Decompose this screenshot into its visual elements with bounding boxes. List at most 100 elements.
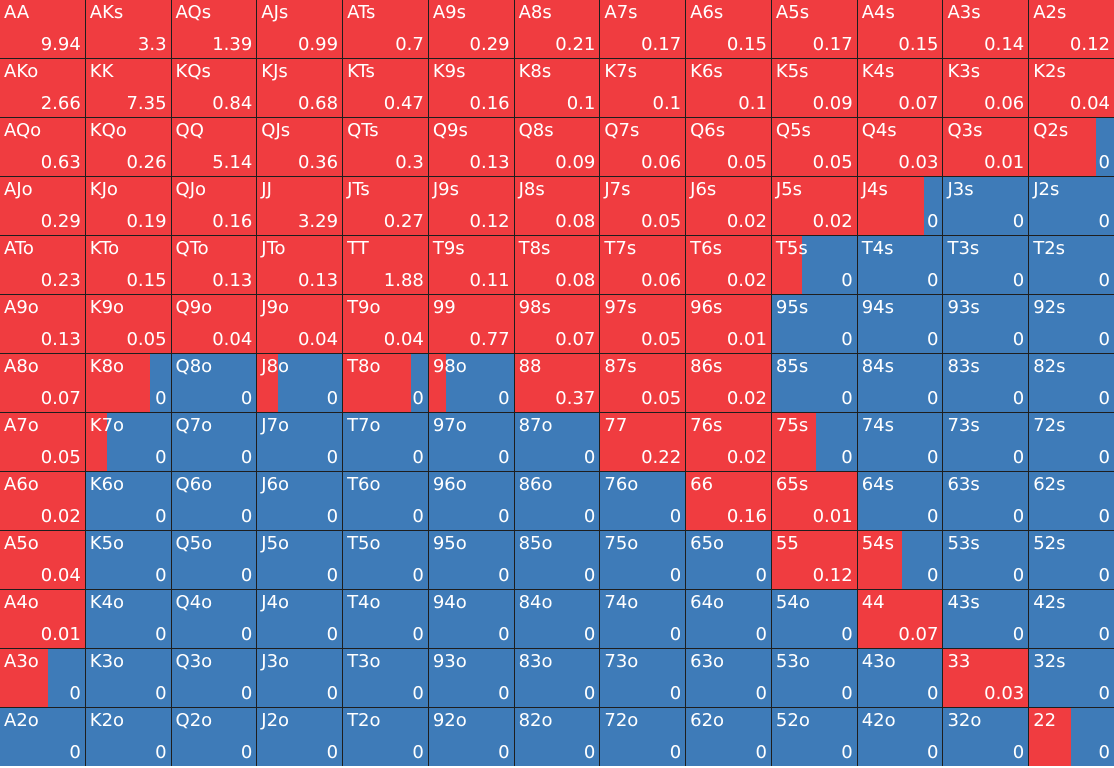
- hand-cell-85s[interactable]: 85s 0: [771, 354, 857, 412]
- hand-cell-j2o[interactable]: J2o 0: [257, 708, 343, 766]
- hand-cell-k8o[interactable]: K8o 0: [85, 354, 171, 412]
- hand-cell-j9s[interactable]: J9s 0.12: [428, 177, 514, 235]
- hand-cell-74s[interactable]: 74s 0: [857, 413, 943, 471]
- hand-cell-a3s[interactable]: A3s 0.14: [943, 0, 1029, 58]
- hand-cell-t4s[interactable]: T4s 0: [857, 236, 943, 294]
- hand-cell-86s[interactable]: 86s 0.02: [686, 354, 771, 412]
- hand-cell-87o[interactable]: 87o 0: [514, 413, 600, 471]
- hand-cell-a8o[interactable]: A8o 0.07: [0, 354, 85, 412]
- hand-cell-ats[interactable]: ATs 0.7: [343, 0, 428, 58]
- hand-cell-85o[interactable]: 85o 0: [514, 531, 600, 589]
- hand-cell-q7s[interactable]: Q7s 0.06: [600, 118, 686, 176]
- hand-cell-q5o[interactable]: Q5o 0: [171, 531, 257, 589]
- hand-cell-33[interactable]: 33 0.03: [943, 649, 1029, 707]
- hand-cell-k9o[interactable]: K9o 0.05: [85, 295, 171, 353]
- hand-cell-82o[interactable]: 82o 0: [514, 708, 600, 766]
- hand-cell-65o[interactable]: 65o 0: [686, 531, 771, 589]
- hand-cell-a3o[interactable]: A3o 0: [0, 649, 85, 707]
- hand-cell-j8s[interactable]: J8s 0.08: [514, 177, 600, 235]
- hand-cell-96o[interactable]: 96o 0: [428, 472, 514, 530]
- hand-cell-t4o[interactable]: T4o 0: [343, 590, 428, 648]
- hand-cell-a7s[interactable]: A7s 0.17: [600, 0, 686, 58]
- hand-cell-92o[interactable]: 92o 0: [428, 708, 514, 766]
- hand-cell-63s[interactable]: 63s 0: [943, 472, 1029, 530]
- hand-cell-86o[interactable]: 86o 0: [514, 472, 600, 530]
- hand-cell-j6s[interactable]: J6s 0.02: [686, 177, 771, 235]
- hand-cell-q2o[interactable]: Q2o 0: [171, 708, 257, 766]
- hand-cell-88[interactable]: 88 0.37: [514, 354, 600, 412]
- hand-cell-83o[interactable]: 83o 0: [514, 649, 600, 707]
- hand-cell-kqs[interactable]: KQs 0.84: [171, 59, 257, 117]
- hand-cell-j5s[interactable]: J5s 0.02: [771, 177, 857, 235]
- hand-cell-96s[interactable]: 96s 0.01: [686, 295, 771, 353]
- hand-cell-52s[interactable]: 52s 0: [1029, 531, 1114, 589]
- hand-cell-aks[interactable]: AKs 3.3: [85, 0, 171, 58]
- hand-cell-q8o[interactable]: Q8o 0: [171, 354, 257, 412]
- hand-cell-76o[interactable]: 76o 0: [600, 472, 686, 530]
- hand-cell-82s[interactable]: 82s 0: [1029, 354, 1114, 412]
- hand-cell-62s[interactable]: 62s 0: [1029, 472, 1114, 530]
- hand-cell-k4s[interactable]: K4s 0.07: [857, 59, 943, 117]
- hand-cell-77[interactable]: 77 0.22: [600, 413, 686, 471]
- hand-cell-ato[interactable]: ATo 0.23: [0, 236, 85, 294]
- hand-cell-87s[interactable]: 87s 0.05: [600, 354, 686, 412]
- hand-cell-22[interactable]: 22 0: [1029, 708, 1114, 766]
- hand-cell-q9s[interactable]: Q9s 0.13: [428, 118, 514, 176]
- hand-cell-q8s[interactable]: Q8s 0.09: [514, 118, 600, 176]
- hand-cell-j8o[interactable]: J8o 0: [257, 354, 343, 412]
- hand-cell-q6s[interactable]: Q6s 0.05: [686, 118, 771, 176]
- hand-cell-j7s[interactable]: J7s 0.05: [600, 177, 686, 235]
- hand-cell-qjs[interactable]: QJs 0.36: [257, 118, 343, 176]
- hand-cell-74o[interactable]: 74o 0: [600, 590, 686, 648]
- hand-cell-k4o[interactable]: K4o 0: [85, 590, 171, 648]
- hand-cell-j3o[interactable]: J3o 0: [257, 649, 343, 707]
- hand-cell-53s[interactable]: 53s 0: [943, 531, 1029, 589]
- hand-cell-j9o[interactable]: J9o 0.04: [257, 295, 343, 353]
- hand-cell-j4o[interactable]: J4o 0: [257, 590, 343, 648]
- hand-cell-j7o[interactable]: J7o 0: [257, 413, 343, 471]
- hand-cell-q6o[interactable]: Q6o 0: [171, 472, 257, 530]
- hand-cell-k6s[interactable]: K6s 0.1: [686, 59, 771, 117]
- hand-cell-99[interactable]: 99 0.77: [428, 295, 514, 353]
- hand-cell-t7o[interactable]: T7o 0: [343, 413, 428, 471]
- hand-cell-a4s[interactable]: A4s 0.15: [857, 0, 943, 58]
- hand-cell-t6o[interactable]: T6o 0: [343, 472, 428, 530]
- hand-cell-94s[interactable]: 94s 0: [857, 295, 943, 353]
- hand-cell-72o[interactable]: 72o 0: [600, 708, 686, 766]
- hand-cell-qq[interactable]: QQ 5.14: [171, 118, 257, 176]
- hand-cell-k2o[interactable]: K2o 0: [85, 708, 171, 766]
- hand-cell-55[interactable]: 55 0.12: [771, 531, 857, 589]
- hand-cell-k3s[interactable]: K3s 0.06: [943, 59, 1029, 117]
- hand-cell-97o[interactable]: 97o 0: [428, 413, 514, 471]
- hand-cell-k5s[interactable]: K5s 0.09: [771, 59, 857, 117]
- hand-cell-a5s[interactable]: A5s 0.17: [771, 0, 857, 58]
- hand-cell-k7o[interactable]: K7o 0: [85, 413, 171, 471]
- hand-cell-93o[interactable]: 93o 0: [428, 649, 514, 707]
- hand-cell-64o[interactable]: 64o 0: [686, 590, 771, 648]
- hand-cell-ajs[interactable]: AJs 0.99: [257, 0, 343, 58]
- hand-cell-t8o[interactable]: T8o 0: [343, 354, 428, 412]
- hand-cell-73o[interactable]: 73o 0: [600, 649, 686, 707]
- hand-cell-65s[interactable]: 65s 0.01: [771, 472, 857, 530]
- hand-cell-k9s[interactable]: K9s 0.16: [428, 59, 514, 117]
- hand-cell-62o[interactable]: 62o 0: [686, 708, 771, 766]
- hand-cell-q4s[interactable]: Q4s 0.03: [857, 118, 943, 176]
- hand-cell-66[interactable]: 66 0.16: [686, 472, 771, 530]
- hand-cell-a5o[interactable]: A5o 0.04: [0, 531, 85, 589]
- hand-cell-t5o[interactable]: T5o 0: [343, 531, 428, 589]
- hand-cell-t5s[interactable]: T5s 0: [771, 236, 857, 294]
- hand-cell-52o[interactable]: 52o 0: [771, 708, 857, 766]
- hand-cell-k2s[interactable]: K2s 0.04: [1029, 59, 1114, 117]
- hand-cell-aa[interactable]: AA 9.94: [0, 0, 85, 58]
- hand-cell-q9o[interactable]: Q9o 0.04: [171, 295, 257, 353]
- hand-cell-84s[interactable]: 84s 0: [857, 354, 943, 412]
- hand-cell-j2s[interactable]: J2s 0: [1029, 177, 1114, 235]
- hand-cell-k7s[interactable]: K7s 0.1: [600, 59, 686, 117]
- hand-cell-a9o[interactable]: A9o 0.13: [0, 295, 85, 353]
- hand-cell-a4o[interactable]: A4o 0.01: [0, 590, 85, 648]
- hand-cell-a2o[interactable]: A2o 0: [0, 708, 85, 766]
- hand-cell-42s[interactable]: 42s 0: [1029, 590, 1114, 648]
- hand-cell-j6o[interactable]: J6o 0: [257, 472, 343, 530]
- hand-cell-t9s[interactable]: T9s 0.11: [428, 236, 514, 294]
- hand-cell-63o[interactable]: 63o 0: [686, 649, 771, 707]
